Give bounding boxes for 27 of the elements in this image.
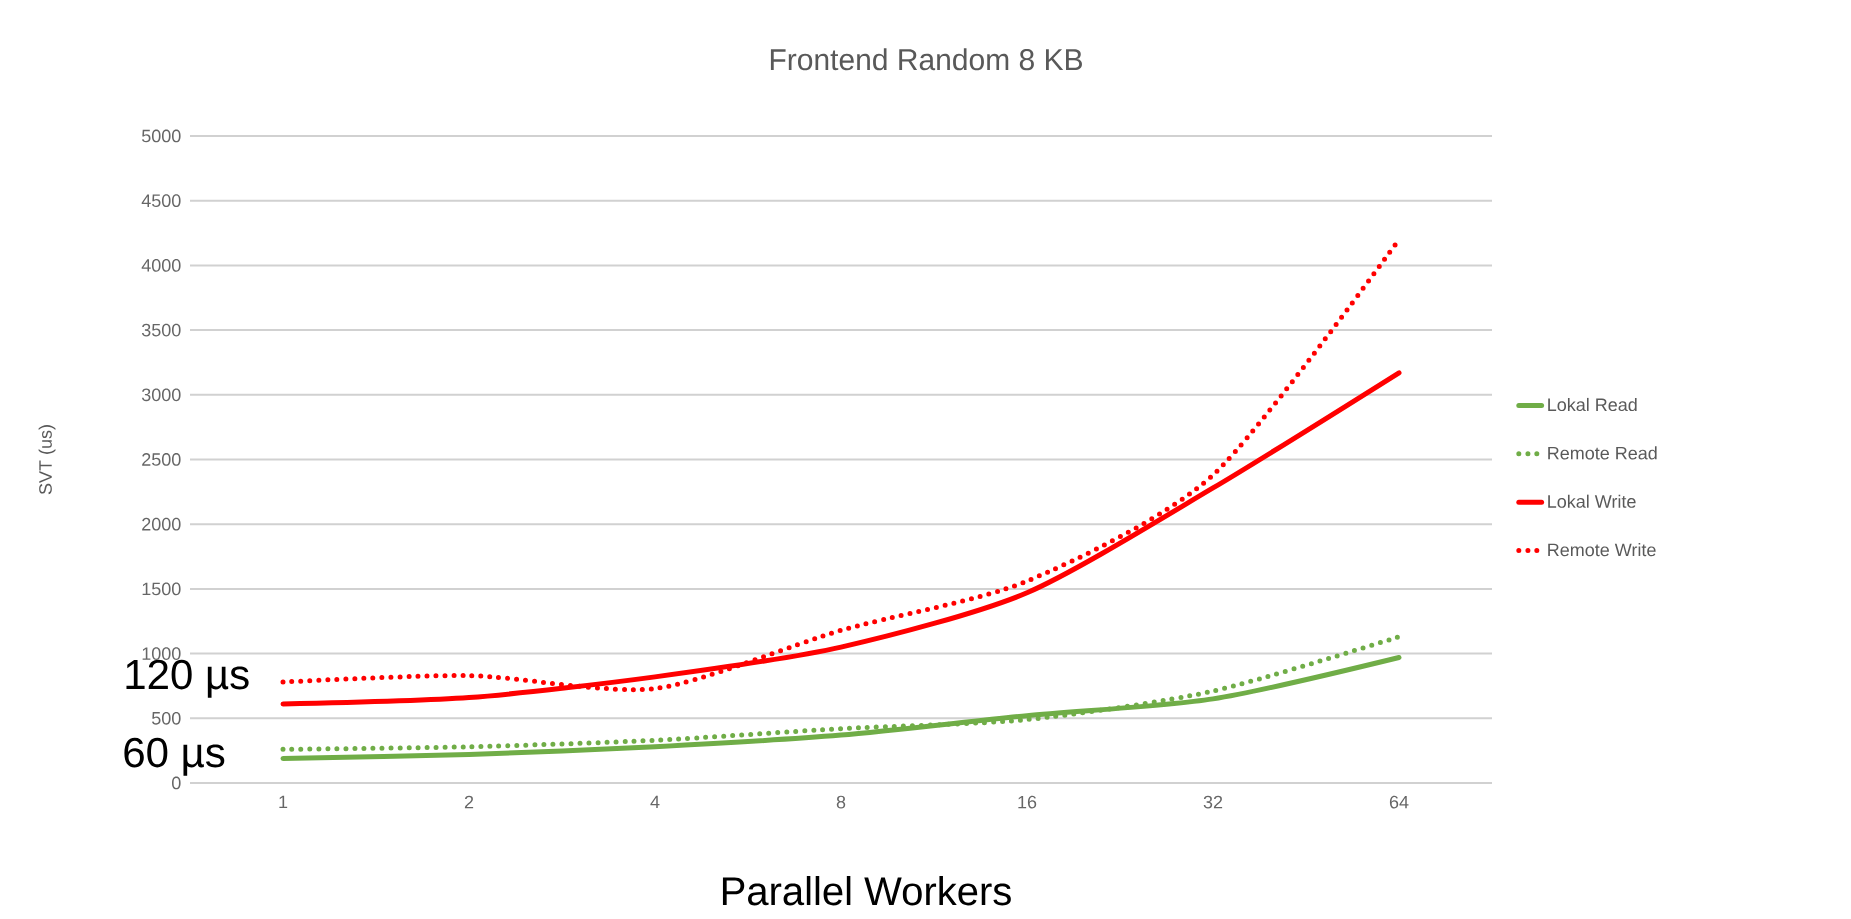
x-tick-label: 1: [279, 795, 288, 809]
x-axis-title: Parallel Workers: [722, 876, 1011, 906]
chart-title: Frontend Random 8 KB: [770, 48, 1082, 71]
y-tick-label: 1000: [142, 647, 181, 660]
y-tick-label: 3500: [141, 323, 181, 337]
y-tick-label: 0: [172, 776, 181, 790]
y-tick-label: 2000: [142, 517, 181, 531]
legend-label: Remote Write: [1548, 543, 1656, 557]
x-tick-label: 2: [464, 795, 474, 809]
y-tick-label: 5000: [141, 129, 181, 143]
x-tick-label: 64: [1389, 795, 1409, 809]
y-tick-label: 3000: [141, 388, 181, 402]
legend-label: Remote Read: [1548, 446, 1657, 460]
y-tick-label: 4000: [141, 259, 181, 272]
x-tick-label: 32: [1203, 795, 1223, 809]
annotation: 60 µs: [124, 737, 225, 776]
legend-label: Lokal Write: [1548, 494, 1636, 508]
x-tick-label: 4: [650, 795, 660, 809]
y-tick-label: 500: [151, 711, 181, 725]
legend-label: Lokal Read: [1548, 397, 1637, 412]
annotation: 120 µs: [126, 659, 249, 698]
y-tick-label: 4500: [141, 194, 181, 208]
x-tick-label: 8: [836, 795, 846, 809]
y-tick-label: 2500: [142, 453, 181, 466]
y-tick-label: 1500: [142, 582, 181, 596]
y-axis-title: SVT (us): [38, 425, 56, 495]
x-tick-label: 16: [1018, 795, 1037, 809]
